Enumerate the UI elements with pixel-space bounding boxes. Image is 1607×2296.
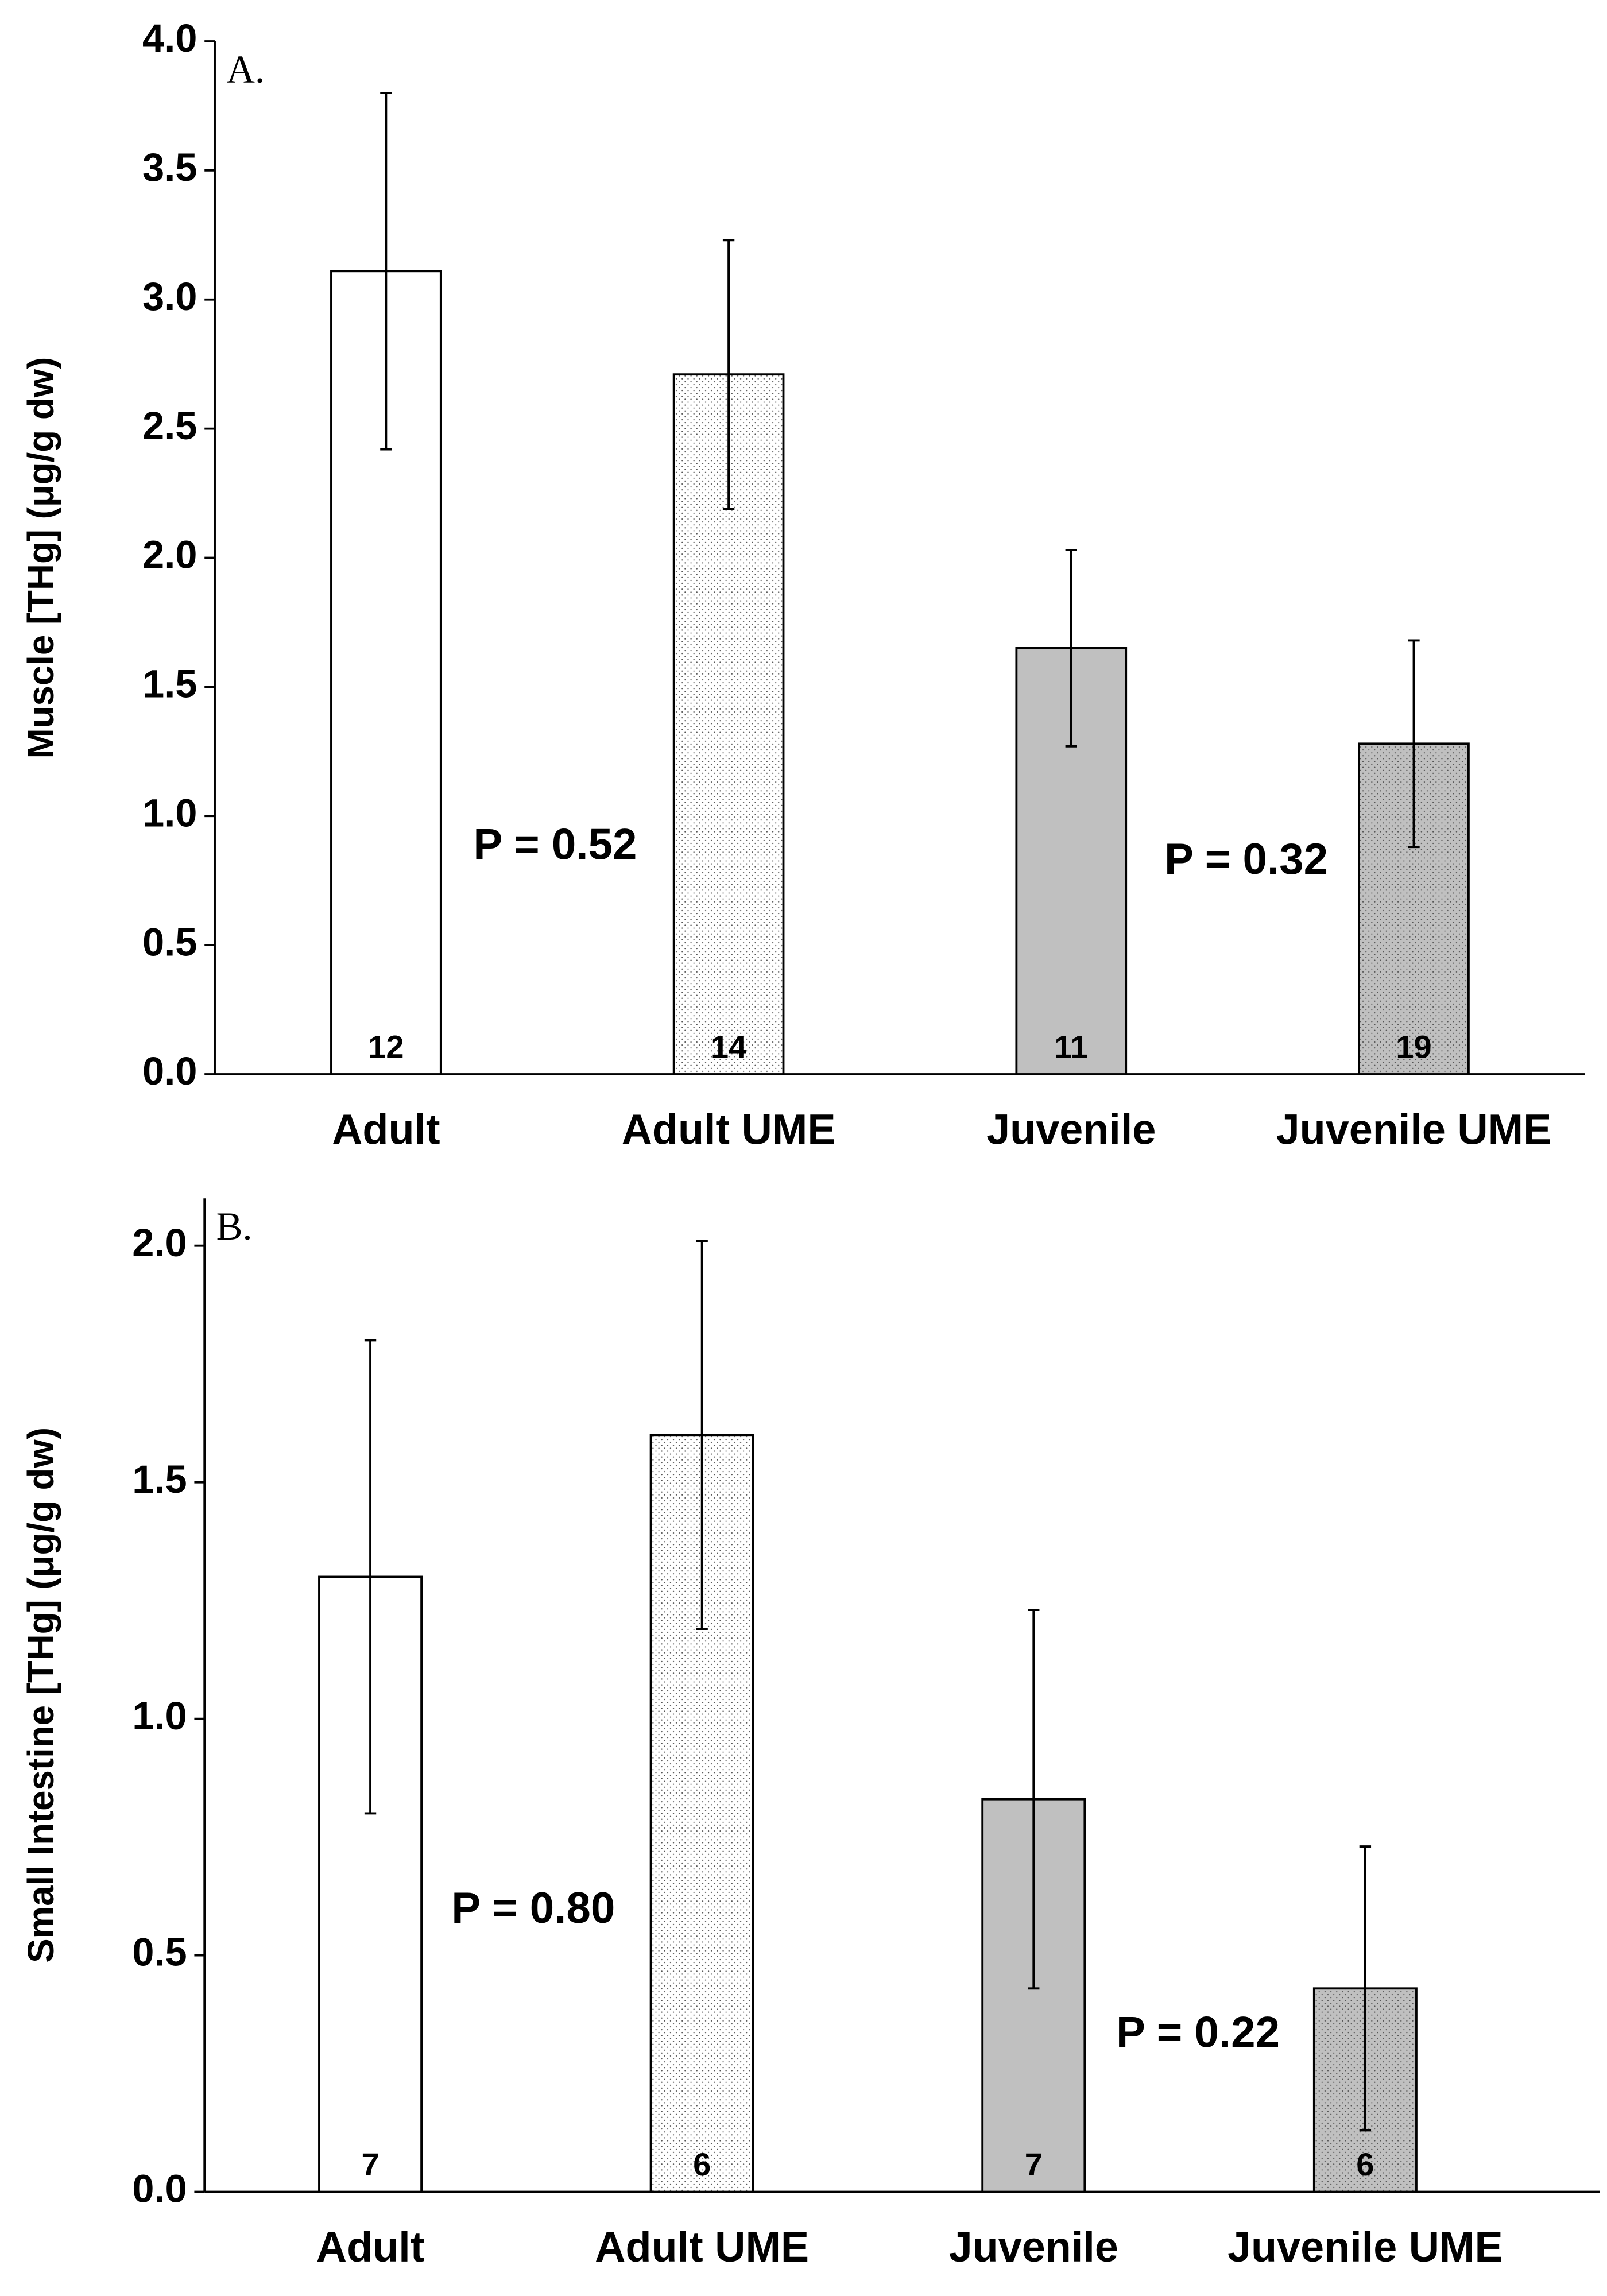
panel-label: A. — [226, 48, 265, 91]
annotation: P = 0.52 — [473, 820, 637, 869]
y-tick-label: 0.5 — [132, 1930, 187, 1974]
x-tick-label: Juvenile UME — [1227, 2223, 1503, 2271]
sample-size: 19 — [1396, 1029, 1431, 1065]
y-tick-label: 0.0 — [142, 1049, 198, 1093]
x-tick-label: Adult UME — [622, 1105, 836, 1153]
y-tick-label: 2.0 — [132, 1221, 187, 1265]
x-tick-label: Adult — [316, 2223, 425, 2271]
y-tick-label: 0.0 — [132, 2167, 187, 2211]
y-tick-label: 1.5 — [142, 662, 198, 706]
panel-label: B. — [216, 1205, 253, 1248]
y-tick-label: 0.5 — [142, 920, 198, 964]
sample-size: 7 — [1025, 2146, 1043, 2182]
y-tick-label: 4.0 — [142, 16, 198, 60]
annotation: P = 0.22 — [1116, 2008, 1280, 2057]
x-tick-label: Adult UME — [595, 2223, 809, 2271]
sample-size: 6 — [693, 2146, 711, 2182]
y-tick-label: 3.0 — [142, 274, 198, 319]
y-tick-label: 3.5 — [142, 145, 198, 189]
y-axis-title: Small Intestine [THg] (μg/g dw) — [21, 1427, 61, 1963]
x-tick-label: Adult — [332, 1105, 440, 1153]
y-tick-label: 2.5 — [142, 404, 198, 448]
x-tick-label: Juvenile — [949, 2223, 1118, 2271]
y-axis-title: Muscle [THg] (μg/g dw) — [21, 357, 61, 759]
x-tick-label: Juvenile UME — [1276, 1105, 1552, 1153]
y-tick-label: 1.0 — [142, 791, 198, 835]
x-tick-label: Juvenile — [986, 1105, 1156, 1153]
sample-size: 6 — [1356, 2146, 1374, 2182]
y-tick-label: 1.0 — [132, 1694, 187, 1738]
annotation: P = 0.80 — [451, 1884, 615, 1933]
sample-size: 11 — [1054, 1029, 1088, 1065]
y-tick-label: 1.5 — [132, 1457, 187, 1501]
sample-size: 7 — [361, 2146, 379, 2182]
annotation: P = 0.32 — [1164, 835, 1328, 884]
y-tick-label: 2.0 — [142, 533, 198, 577]
sample-size: 14 — [711, 1029, 746, 1065]
sample-size: 12 — [368, 1029, 404, 1065]
